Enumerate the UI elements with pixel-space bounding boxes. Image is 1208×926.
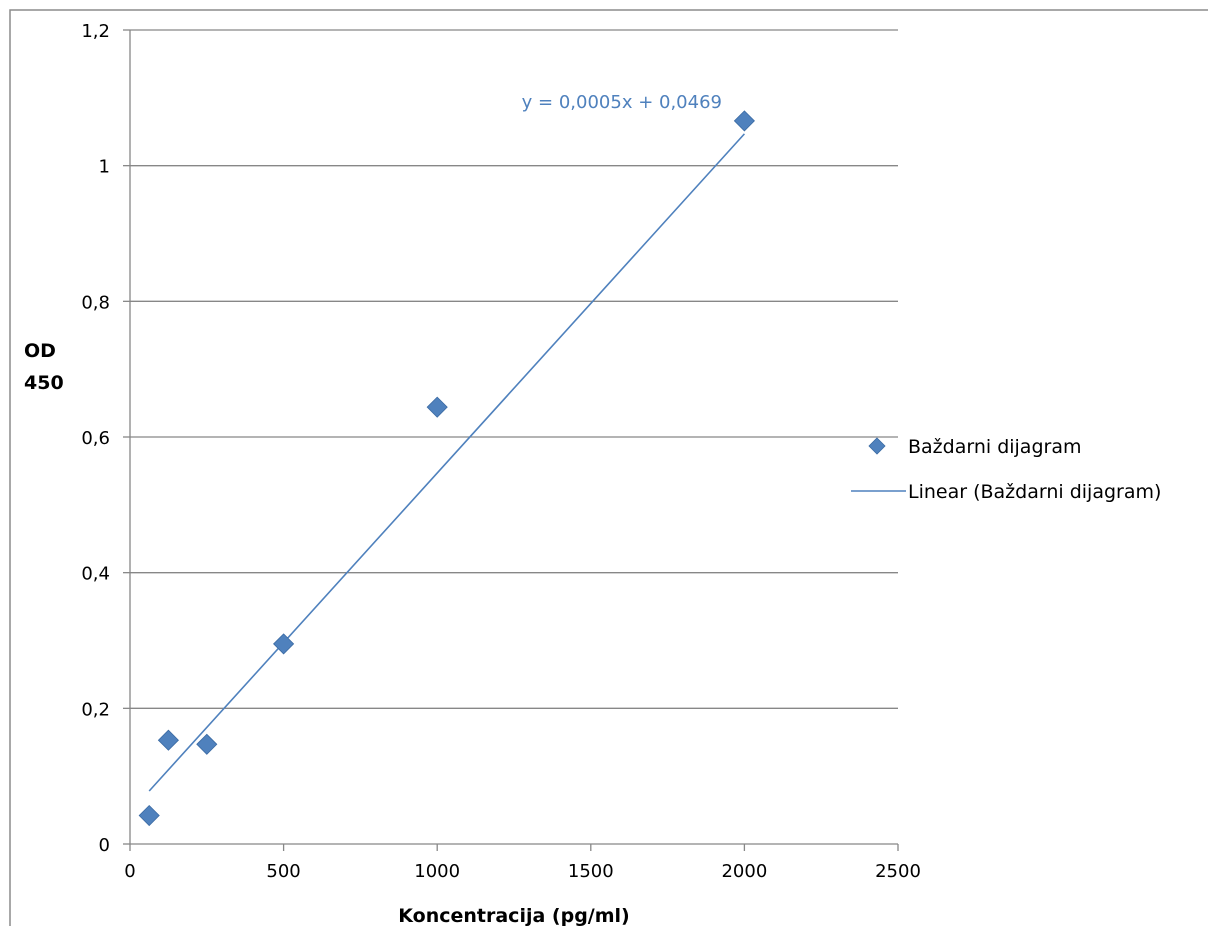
x-tick-label: 0 — [124, 861, 135, 882]
data-points — [138, 110, 755, 827]
data-point — [196, 733, 218, 755]
x-tick-label: 2500 — [875, 861, 921, 882]
x-tick-label: 2000 — [721, 861, 767, 882]
tick-labels: 0 0,2 0,4 0,6 0,8 1 1,2 0 500 1000 1500 2000 2500 — [81, 21, 921, 882]
trendline — [148, 133, 745, 792]
trendline-group — [148, 133, 745, 792]
y-axis-title: OD 450 — [24, 340, 64, 394]
data-point — [157, 729, 179, 751]
y-tick-label: 0,8 — [81, 292, 110, 313]
axes — [123, 29, 899, 851]
y-axis-title-line: 450 — [24, 372, 64, 394]
legend: Baždarni dijagram Linear (Baždarni dijag… — [851, 436, 1161, 503]
legend-label-trendline: Linear (Baždarni dijagram) — [908, 481, 1161, 503]
y-tick-label: 1,2 — [81, 21, 110, 42]
data-point — [138, 804, 160, 827]
trendline-equation: y = 0,0005x + 0,0469 — [522, 92, 722, 113]
data-point — [273, 633, 295, 655]
legend-label-series: Baždarni dijagram — [908, 436, 1081, 458]
x-axis-title: Koncentracija (pg/ml) — [398, 905, 629, 926]
x-tick-label: 1500 — [568, 861, 614, 882]
chart-border — [9, 9, 1208, 926]
y-tick-label: 1 — [99, 157, 110, 178]
y-tick-label: 0,4 — [81, 564, 110, 585]
legend-marker-diamond — [868, 437, 886, 455]
gridlines — [130, 29, 898, 709]
y-tick-label: 0 — [99, 835, 110, 856]
y-tick-label: 0,6 — [81, 428, 110, 449]
data-point — [733, 110, 755, 132]
y-axis-title-line: OD — [24, 340, 56, 362]
data-point — [426, 396, 448, 418]
x-tick-label: 1000 — [414, 861, 460, 882]
y-tick-label: 0,2 — [81, 699, 110, 720]
x-tick-label: 500 — [266, 861, 300, 882]
